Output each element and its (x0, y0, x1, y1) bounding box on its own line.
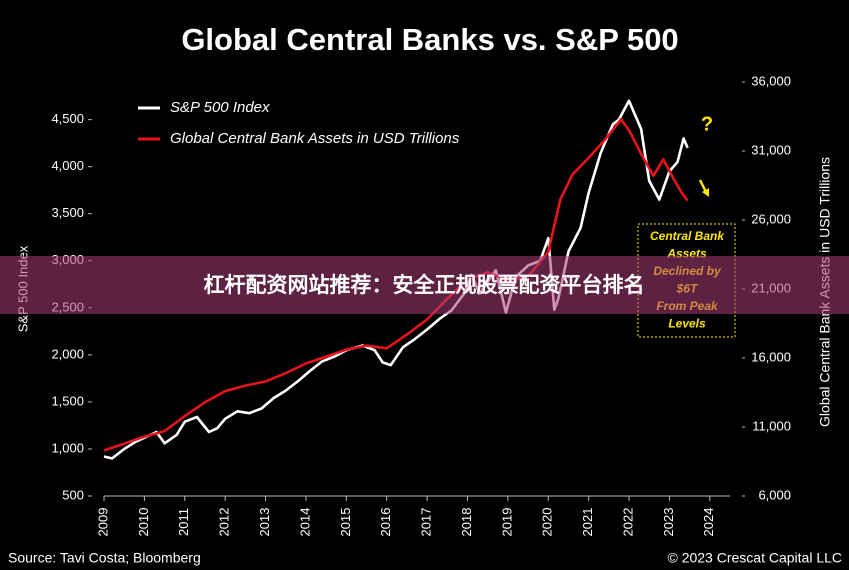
y-tick-label: 3,500 (51, 205, 84, 220)
annotation-line: Central Bank (650, 229, 725, 243)
y2-tick-label: 31,000 (751, 142, 791, 157)
x-tick-label: 2023 (661, 508, 676, 537)
x-tick-label: 2009 (95, 508, 110, 537)
x-tick-label: 2010 (136, 508, 151, 537)
x-tick-label: 2013 (257, 508, 272, 537)
overlay-banner (0, 256, 849, 314)
legend-label: Global Central Bank Assets in USD Trilli… (170, 130, 460, 147)
x-tick-label: 2019 (499, 508, 514, 537)
x-tick-label: 2020 (540, 508, 555, 537)
y-tick-label: 4,000 (51, 158, 84, 173)
y-tick-label: 4,500 (51, 111, 84, 126)
y-tick-label: 1,000 (51, 440, 84, 455)
y2-tick-label: 26,000 (751, 211, 791, 226)
y-tick-label: 500 (62, 487, 84, 502)
x-tick-label: 2015 (338, 508, 353, 537)
x-tick-label: 2012 (217, 508, 232, 537)
y2-tick-label: 36,000 (751, 73, 791, 88)
overlay-text: 杠杆配资网站推荐：安全正规股票配资平台排名 (204, 273, 645, 297)
x-tick-label: 2011 (176, 508, 191, 536)
legend-label: S&P 500 Index (170, 99, 270, 116)
x-tick-label: 2021 (580, 508, 595, 537)
x-tick-label: 2017 (419, 508, 434, 537)
y2-tick-label: 16,000 (751, 349, 791, 364)
chart-title: Global Central Banks vs. S&P 500 (181, 22, 678, 57)
y2-tick-label: 6,000 (758, 487, 791, 502)
arrow-head (702, 188, 709, 197)
y-tick-label: 1,500 (51, 393, 84, 408)
y-tick-label: 2,000 (51, 346, 84, 361)
x-tick-label: 2018 (459, 508, 474, 537)
x-tick-label: 2022 (620, 508, 635, 537)
y2-tick-label: 11,000 (752, 418, 791, 433)
x-tick-label: 2014 (297, 508, 312, 537)
arrow (698, 179, 708, 193)
annotation-line: Levels (668, 317, 706, 331)
source: Source: Tavi Costa; Bloomberg (8, 550, 201, 566)
x-tick-label: 2024 (701, 508, 716, 537)
x-tick-label: 2016 (378, 508, 393, 537)
annotation: ? (701, 113, 713, 135)
credit: © 2023 Crescat Capital LLC (667, 550, 842, 566)
